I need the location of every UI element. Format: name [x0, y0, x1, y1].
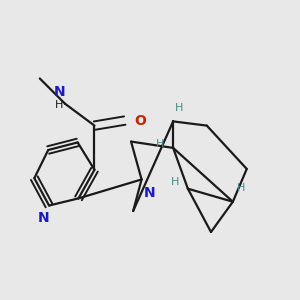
- Text: N: N: [53, 85, 65, 99]
- Text: H: H: [156, 139, 165, 149]
- Text: O: O: [134, 114, 146, 128]
- Text: N: N: [144, 186, 155, 200]
- Text: H: H: [175, 103, 184, 113]
- Text: H: H: [237, 183, 245, 193]
- Text: H: H: [171, 177, 179, 188]
- Text: N: N: [38, 211, 50, 225]
- Text: H: H: [55, 100, 63, 110]
